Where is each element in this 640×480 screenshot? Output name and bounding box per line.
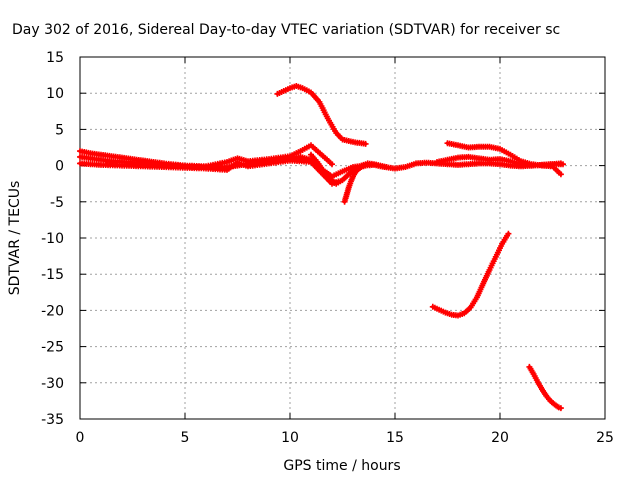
- x-tick-label: 25: [596, 430, 614, 446]
- series-arc-high: [274, 83, 369, 147]
- data-layer: [77, 83, 566, 412]
- y-tick-label: 5: [55, 122, 64, 138]
- grid-layer: [80, 57, 605, 419]
- tick-layer: 0 5 10 15 20 25 15 10 5 0 -5 -10 -15 -20 -25 -30 -35: [41, 50, 614, 446]
- y-axis-label: SDTVAR / TECUs: [7, 181, 23, 296]
- y-tick-label: -20: [41, 303, 64, 319]
- data-point: [557, 405, 564, 412]
- data-point: [557, 160, 564, 167]
- x-tick-label: 20: [491, 430, 509, 446]
- data-point: [362, 162, 369, 169]
- y-tick-label: -25: [41, 340, 64, 356]
- data-point: [383, 164, 390, 170]
- series-right-wave: [434, 153, 564, 169]
- y-tick-label: -10: [41, 231, 64, 247]
- y-tick-label: 0: [55, 159, 64, 175]
- data-point: [505, 230, 512, 237]
- y-tick-label: -5: [50, 195, 64, 211]
- y-tick-label: 10: [46, 86, 64, 102]
- y-tick-label: 15: [46, 50, 64, 66]
- chart-title: Day 302 of 2016, Sidereal Day-to-day VTE…: [12, 22, 560, 38]
- y-tick-label: -35: [41, 412, 64, 428]
- x-tick-label: 5: [181, 430, 190, 446]
- x-tick-label: 10: [281, 430, 299, 446]
- x-tick-label: 15: [386, 430, 404, 446]
- data-point: [329, 161, 335, 168]
- x-axis-label: GPS time / hours: [283, 458, 400, 474]
- series-drop-near-13: [341, 162, 369, 205]
- y-tick-label: -30: [41, 376, 64, 392]
- series-baseline-lower: [77, 157, 342, 187]
- data-point: [557, 171, 564, 178]
- x-tick-label: 0: [76, 430, 85, 446]
- series-tail-descent: [526, 363, 564, 412]
- series-deep-curve: [429, 230, 512, 319]
- data-point: [362, 140, 369, 147]
- y-tick-label: -15: [41, 267, 64, 283]
